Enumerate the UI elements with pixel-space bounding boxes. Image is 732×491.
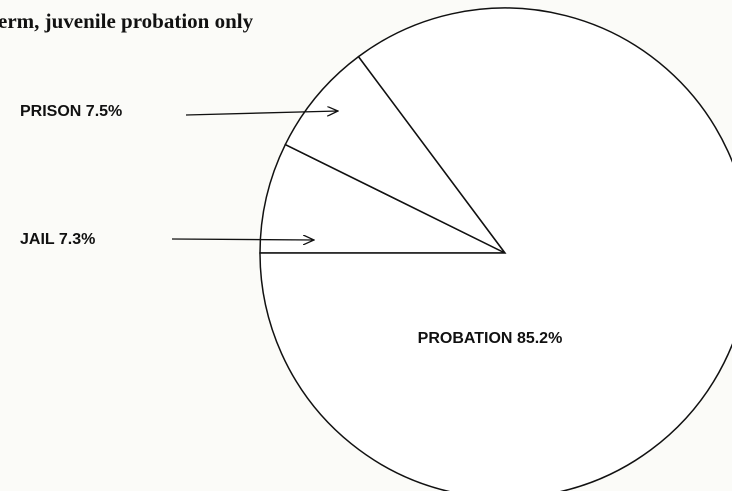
slice-value-label: 85.2% [517,330,562,347]
slice-category: JAIL [20,231,55,248]
slice-category: PRISON [20,103,81,120]
pie-slice [259,143,506,254]
slice-value-label: 7.5% [86,103,122,120]
label-arrow [185,111,338,115]
chart-title: erm, juvenile probation only [0,9,254,33]
pie-slice [259,7,732,491]
slice-label: PROBATION 85.2% [418,330,563,347]
slice-category: PROBATION [418,330,513,347]
slice-label: JAIL 7.3% [20,231,95,248]
slice-value-label: 7.3% [59,231,95,248]
label-arrow [171,239,314,240]
pie-slice [284,55,506,254]
slice-label: PRISON 7.5% [20,103,122,120]
